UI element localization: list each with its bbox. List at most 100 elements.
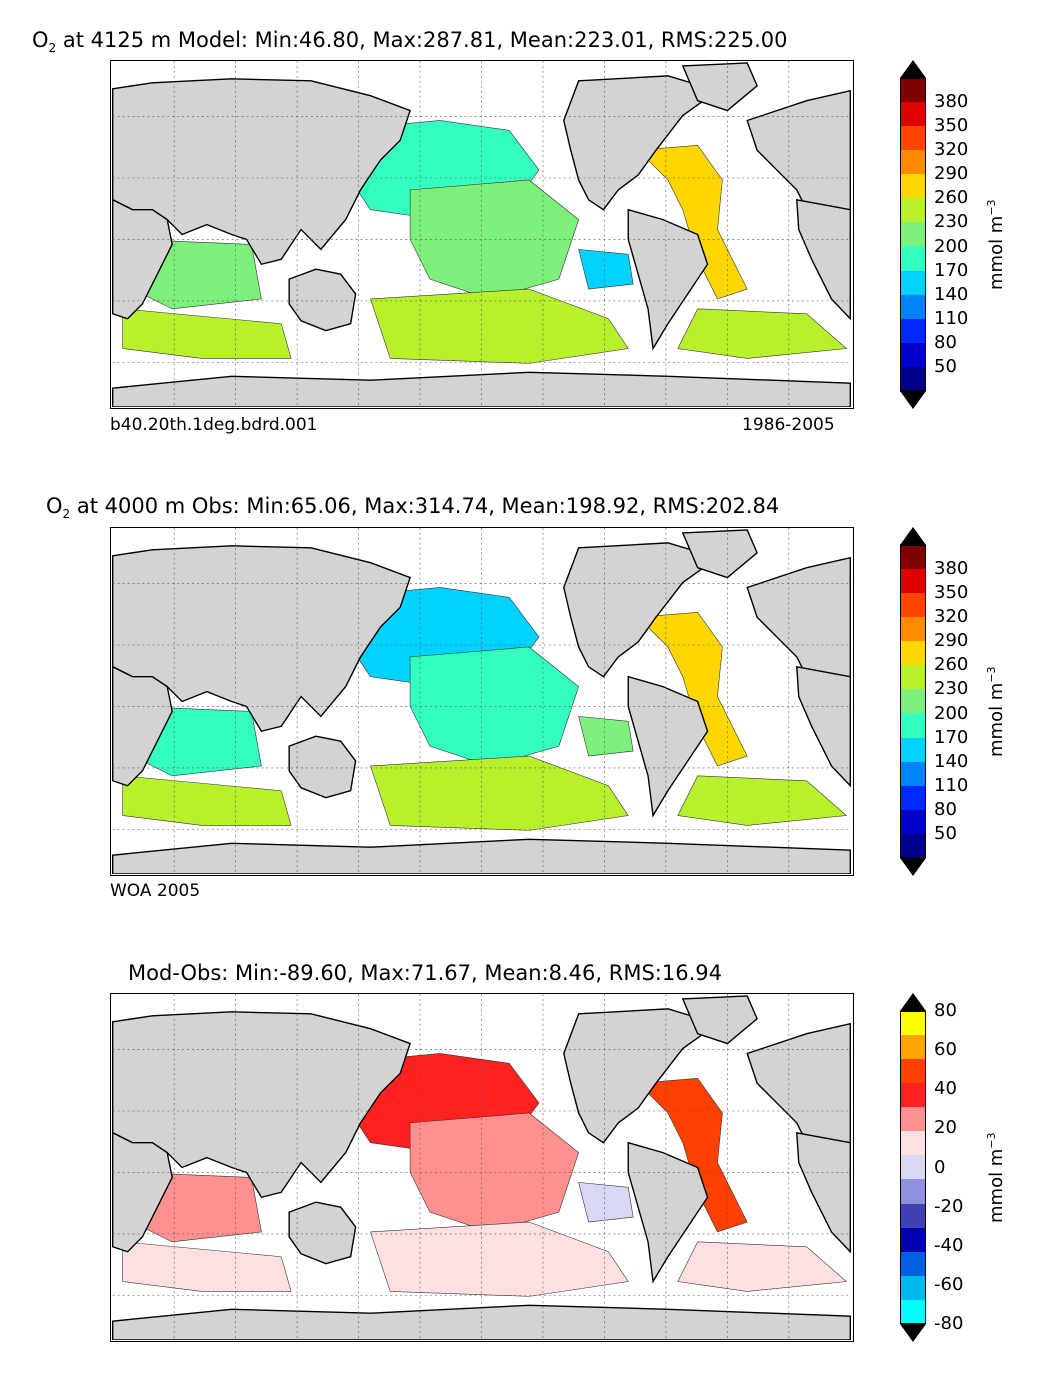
colorbar-tick-label: 80 [934,331,957,353]
panel-2-southern-indian-field [122,775,292,826]
colorbar-tick-label: 320 [934,606,969,628]
colorbar-segment [900,222,926,247]
panel-3-landmass-5 [681,995,758,1045]
panel-2-landmass-1 [112,665,173,787]
colorbar-unit-exponent: −3 [985,1132,998,1149]
panel-3-colorbar [900,993,926,1342]
colorbar-segment [900,1275,926,1300]
panel-1-east-pacific-patch [578,249,634,290]
colorbar-tick-label: -40 [934,1234,964,1256]
panel-3-map-svg [112,994,851,1340]
panel-2-title-sub: 2 [62,507,71,522]
colorbar-segment [900,78,926,103]
colorbar-segment [900,809,926,834]
colorbar-segment [900,665,926,690]
panel-2-title-text: at 4000 m Obs: Min:65.06, Max:314.74, Me… [70,494,780,518]
panel-2-east-pacific-patch [578,716,634,757]
panel-2-south-atlantic-field [677,775,848,826]
panel-2-landmass-5 [681,529,758,579]
colorbar-segment [900,1155,926,1180]
colorbar-segment [900,126,926,151]
colorbar-tick-label: 50 [934,355,957,377]
colorbar-segment [900,1011,926,1036]
colorbar-segment [900,1131,926,1156]
colorbar-unit-label: mmol m−3 [985,1132,1007,1223]
panel-2-south-pacific-field [370,755,629,831]
colorbar-segment [900,318,926,343]
colorbar-segment [900,366,926,391]
colorbar-tick-label: 20 [934,1117,957,1139]
colorbar-unit-exponent: −3 [985,666,998,683]
panel-1-map [110,60,854,409]
colorbar-unit-label: mmol m−3 [985,666,1007,757]
colorbar-segment [900,593,926,618]
colorbar-tick-label: 80 [934,1000,957,1021]
panel-2-landmass-2 [288,735,357,799]
colorbar-tick-label: 170 [934,259,969,281]
colorbar-under-triangle [900,390,926,409]
panel-2-title-var: O [46,494,63,518]
panel-2-title: O2 at 4000 m Obs: Min:65.06, Max:314.74,… [46,494,1037,521]
colorbar-segment [900,785,926,810]
panel-3-southern-indian-field [122,1241,292,1292]
panel-2-source-label: WOA 2005 [110,881,201,901]
colorbar-tick-label: 230 [934,678,969,700]
colorbar-tick-label: 230 [934,211,969,233]
panel-3-title: Mod-Obs: Min:-89.60, Max:71.67, Mean:8.4… [128,961,1037,985]
panel-1-title: O2 at 4125 m Model: Min:46.80, Max:287.8… [32,28,1037,55]
colorbar-unit-text: mmol m [986,215,1007,290]
colorbar-segment [900,198,926,223]
colorbar-segment [900,150,926,175]
colorbar-tick-label: 140 [934,283,969,305]
panel-3-landmass-4 [627,1141,709,1284]
colorbar-tick-label: -80 [934,1313,964,1334]
colorbar-over-triangle [900,993,926,1011]
panel-2-map [110,527,854,876]
colorbar-segment [900,102,926,127]
colorbar-segment [900,1251,926,1276]
colorbar-segment [900,1083,926,1108]
panel-3-title-text: Mod-Obs: Min:-89.60, Max:71.67, Mean:8.4… [128,961,722,985]
colorbar-segment [900,1179,926,1204]
colorbar-tick-label: 290 [934,163,969,185]
panel-3-atlantic-field [637,1077,748,1233]
colorbar-segment [900,545,926,570]
colorbar-tick-label: 110 [934,774,969,796]
colorbar-tick-label: 200 [934,702,969,724]
panel-1-colorbar [900,60,926,409]
colorbar-segment [900,737,926,762]
panel-2-atlantic-field [637,611,748,767]
colorbar-tick-label: 60 [934,1039,957,1061]
colorbar-tick-label: 170 [934,726,969,748]
panel-2-landmass-4 [627,675,709,818]
colorbar-tick-label: -60 [934,1273,964,1295]
colorbar-under-triangle [900,857,926,876]
colorbar-over-triangle [900,527,926,545]
panel-1-southern-indian-field [122,308,292,359]
colorbar-tick-label: 80 [934,798,957,820]
colorbar-segment [900,1203,926,1228]
colorbar-tick-label: 260 [934,187,969,209]
colorbar-segment [900,569,926,594]
colorbar-segment [900,689,926,714]
colorbar-unit-text: mmol m [986,682,1007,757]
panel-3-landmass-2 [288,1201,357,1265]
colorbar-tick-label: 320 [934,139,969,161]
panel-1-map-svg [112,61,851,407]
colorbar-segment [900,342,926,367]
colorbar-segment [900,1227,926,1252]
panel-3-map [110,993,854,1342]
panel-1-landmass-8 [796,198,851,321]
colorbar-segment [900,641,926,666]
colorbar-tick-label: 350 [934,115,969,137]
panel-1-title-var: O [32,28,49,52]
panel-2-colorbar [900,527,926,876]
colorbar-segment [900,761,926,786]
panel-1-period-label: 1986-2005 [742,415,835,435]
panel-1-title-text: at 4125 m Model: Min:46.80, Max:287.81, … [56,28,788,52]
panel-3-south-pacific-field [370,1221,629,1297]
colorbar-segment [900,617,926,642]
colorbar-tick-label: 110 [934,307,969,329]
panel-3-east-pacific-patch [578,1182,634,1223]
colorbar-unit-exponent: −3 [985,199,998,216]
